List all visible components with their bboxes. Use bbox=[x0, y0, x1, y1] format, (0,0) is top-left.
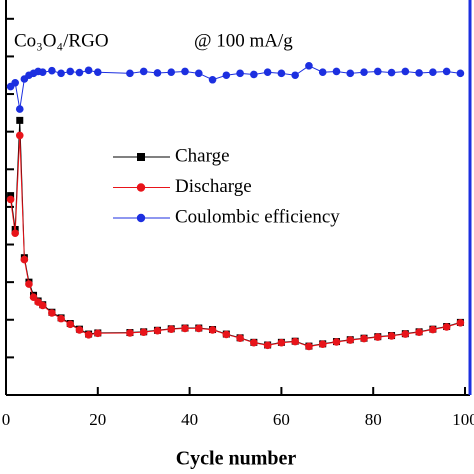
marker bbox=[346, 336, 355, 344]
marker bbox=[15, 105, 24, 113]
marker bbox=[429, 325, 437, 334]
marker bbox=[250, 338, 258, 347]
marker bbox=[167, 68, 176, 77]
marker bbox=[401, 67, 410, 76]
marker bbox=[332, 338, 341, 346]
marker bbox=[153, 326, 162, 335]
marker bbox=[75, 68, 84, 77]
marker bbox=[346, 69, 355, 78]
x-tick-label: 60 bbox=[273, 410, 290, 429]
marker bbox=[373, 333, 382, 341]
x-tick-label: 0 bbox=[2, 410, 11, 429]
marker bbox=[236, 334, 244, 342]
marker bbox=[208, 75, 217, 84]
annotation: Co₃O₄/RGO bbox=[14, 30, 109, 51]
marker bbox=[194, 324, 203, 333]
marker bbox=[456, 69, 465, 78]
legend-marker bbox=[136, 213, 146, 223]
marker bbox=[48, 66, 56, 75]
marker bbox=[139, 328, 148, 336]
marker bbox=[415, 328, 423, 336]
marker bbox=[277, 69, 286, 78]
marker bbox=[6, 195, 15, 204]
marker bbox=[318, 68, 327, 77]
marker bbox=[222, 330, 231, 339]
legend-label: Coulombic efficiency bbox=[175, 206, 340, 227]
marker bbox=[373, 67, 382, 76]
marker bbox=[25, 280, 33, 288]
legend-label: Charge bbox=[175, 145, 230, 166]
marker bbox=[401, 330, 410, 338]
marker bbox=[456, 318, 465, 327]
marker bbox=[94, 329, 102, 338]
marker bbox=[139, 67, 148, 76]
marker bbox=[38, 301, 47, 310]
marker bbox=[38, 68, 47, 77]
marker bbox=[29, 293, 38, 301]
marker bbox=[250, 70, 258, 79]
marker bbox=[15, 131, 24, 140]
marker bbox=[305, 342, 313, 351]
marker bbox=[429, 68, 437, 77]
marker bbox=[66, 320, 75, 329]
marker bbox=[126, 329, 134, 337]
marker bbox=[442, 323, 451, 331]
marker bbox=[263, 68, 272, 77]
marker bbox=[94, 68, 102, 77]
marker bbox=[194, 69, 203, 78]
marker bbox=[360, 334, 368, 343]
marker bbox=[360, 68, 368, 77]
marker bbox=[57, 69, 65, 78]
marker bbox=[84, 331, 93, 339]
legend-marker bbox=[136, 183, 146, 192]
marker bbox=[318, 340, 327, 349]
marker bbox=[48, 309, 56, 317]
marker bbox=[236, 69, 244, 78]
marker bbox=[305, 62, 313, 70]
marker bbox=[11, 229, 19, 238]
marker bbox=[11, 78, 19, 87]
marker bbox=[332, 67, 341, 76]
marker bbox=[57, 314, 65, 323]
marker bbox=[387, 68, 396, 77]
series-line bbox=[10, 120, 461, 347]
legend-marker bbox=[137, 153, 145, 161]
legend-label: Discharge bbox=[175, 176, 252, 197]
marker bbox=[153, 69, 162, 77]
series-line bbox=[10, 135, 461, 347]
x-tick-label: 100 bbox=[452, 410, 474, 429]
marker bbox=[181, 67, 189, 76]
marker bbox=[20, 255, 29, 264]
marker bbox=[415, 69, 423, 77]
marker bbox=[66, 67, 75, 76]
marker bbox=[263, 341, 272, 350]
marker bbox=[387, 332, 396, 340]
marker bbox=[126, 69, 134, 78]
x-axis-label: Cycle number bbox=[176, 448, 297, 470]
marker bbox=[167, 325, 176, 333]
x-tick-label: 40 bbox=[181, 410, 198, 429]
marker bbox=[75, 326, 84, 334]
marker bbox=[208, 326, 217, 334]
x-tick-label: 20 bbox=[89, 410, 106, 429]
marker bbox=[442, 67, 451, 76]
marker bbox=[277, 338, 286, 347]
marker bbox=[291, 337, 299, 346]
marker bbox=[16, 116, 24, 124]
marker bbox=[222, 71, 231, 80]
x-tick-label: 80 bbox=[365, 410, 382, 429]
marker bbox=[181, 324, 189, 333]
marker bbox=[84, 66, 93, 75]
annotation: @ 100 mA/g bbox=[194, 30, 293, 51]
marker bbox=[291, 71, 299, 80]
